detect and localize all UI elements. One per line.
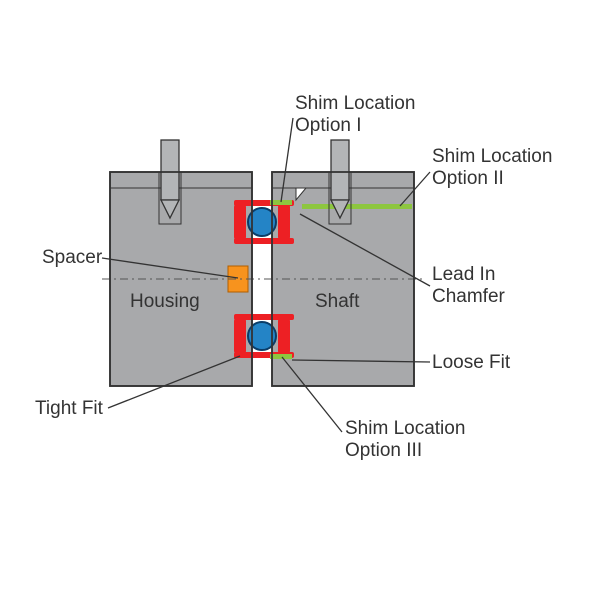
label-tight-fit: Tight Fit <box>35 398 103 420</box>
label-lead-in-chamfer: Lead InChamfer <box>432 264 505 308</box>
label-housing: Housing <box>130 291 200 313</box>
label-shim-option-1: Shim LocationOption I <box>295 93 415 137</box>
label-shim-option-2: Shim LocationOption II <box>432 146 552 190</box>
label-spacer: Spacer <box>42 247 102 269</box>
label-shaft: Shaft <box>315 291 359 313</box>
label-loose-fit: Loose Fit <box>432 352 510 374</box>
label-shim-option-3: Shim LocationOption III <box>345 418 465 462</box>
diagram-canvas <box>0 0 600 600</box>
